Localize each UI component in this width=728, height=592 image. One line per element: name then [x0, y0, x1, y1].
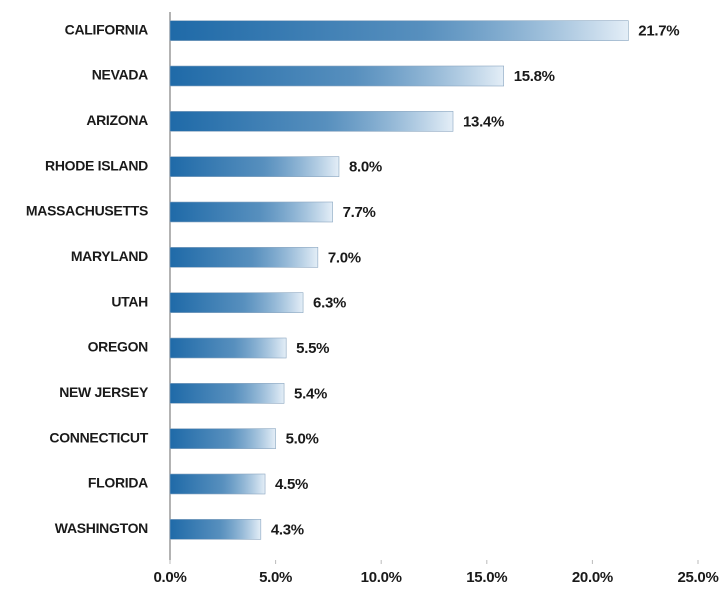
x-tick-label: 10.0%: [361, 569, 402, 586]
bar: [169, 247, 319, 268]
data-label: 7.0%: [328, 249, 361, 266]
data-label: 15.8%: [514, 68, 555, 85]
data-label: 13.4%: [463, 113, 504, 130]
x-tick-label: 20.0%: [572, 569, 613, 586]
x-tick-label: 15.0%: [466, 569, 507, 586]
data-label: 4.3%: [271, 521, 304, 538]
bar: [169, 337, 287, 359]
y-tick-label: NEVADA: [92, 67, 148, 83]
y-tick-label: CALIFORNIA: [65, 21, 149, 37]
data-label: 21.7%: [638, 23, 679, 40]
data-label: 5.4%: [294, 385, 327, 402]
data-label: 4.5%: [275, 476, 308, 493]
bar: [169, 383, 285, 404]
x-tick-label: 5.0%: [259, 569, 292, 586]
y-tick-label: CONNECTICUT: [49, 429, 148, 445]
x-tick-label: 25.0%: [677, 569, 718, 586]
y-tick-label: WASHINGTON: [55, 520, 148, 536]
y-tick-label: MASSACHUSETTS: [26, 203, 148, 219]
bar: [169, 201, 333, 223]
data-label: 6.3%: [313, 295, 346, 312]
bar: [169, 473, 266, 495]
bar: [169, 111, 454, 132]
data-label: 5.5%: [296, 340, 329, 357]
y-tick-label: NEW JERSEY: [59, 384, 149, 400]
y-tick-label: RHODE ISLAND: [45, 157, 148, 173]
y-tick-label: FLORIDA: [88, 475, 148, 491]
y-tick-label: OREGON: [88, 339, 149, 355]
data-label: 8.0%: [349, 159, 382, 176]
y-tick-label: MARYLAND: [71, 248, 148, 264]
bar: [169, 65, 504, 87]
y-tick-label: UTAH: [111, 293, 148, 309]
bar: [169, 156, 340, 177]
data-label: 7.7%: [343, 204, 376, 221]
bar: [169, 519, 262, 540]
data-label: 5.0%: [286, 431, 319, 448]
bar: [169, 292, 304, 313]
bar: [169, 20, 629, 41]
y-tick-label: ARIZONA: [86, 112, 148, 128]
bar: [169, 428, 276, 449]
x-tick-label: 0.0%: [154, 569, 187, 586]
